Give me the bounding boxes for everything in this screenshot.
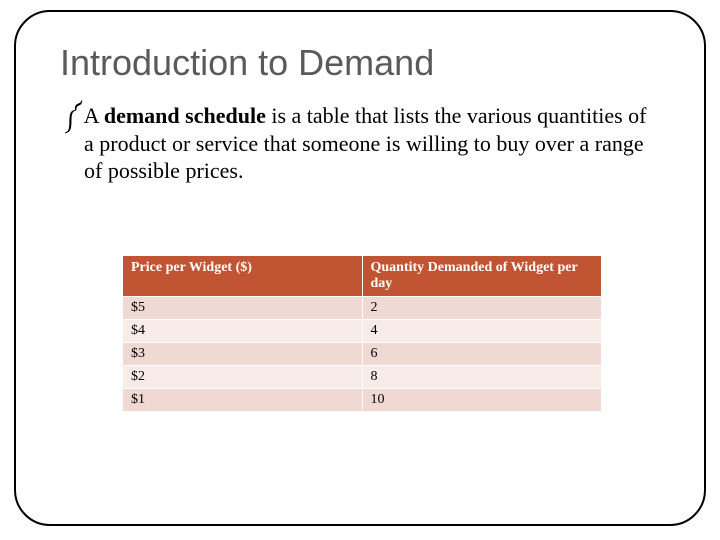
page-title: Introduction to Demand: [60, 42, 660, 84]
cell-price: $3: [123, 342, 363, 365]
demand-schedule-table-wrap: Price per Widget ($) Quantity Demanded o…: [122, 255, 602, 412]
slide-frame: Introduction to Demand ༼A demand schedul…: [14, 10, 706, 526]
demand-schedule-table: Price per Widget ($) Quantity Demanded o…: [122, 255, 602, 412]
table-header-row: Price per Widget ($) Quantity Demanded o…: [123, 255, 602, 296]
col-header-quantity: Quantity Demanded of Widget per day: [362, 255, 602, 296]
bold-term: demand schedule: [104, 103, 266, 128]
table-row: $3 6: [123, 342, 602, 365]
cell-qty: 4: [362, 319, 602, 342]
cell-price: $5: [123, 296, 363, 319]
cell-qty: 8: [362, 365, 602, 388]
table-row: $5 2: [123, 296, 602, 319]
body-paragraph: ༼A demand schedule is a table that lists…: [60, 102, 660, 185]
col-header-price: Price per Widget ($): [123, 255, 363, 296]
table-row: $1 10: [123, 388, 602, 411]
cell-qty: 2: [362, 296, 602, 319]
cell-qty: 10: [362, 388, 602, 411]
body-prefix: A: [84, 103, 104, 128]
table-row: $4 4: [123, 319, 602, 342]
cell-price: $4: [123, 319, 363, 342]
cell-price: $2: [123, 365, 363, 388]
cell-qty: 6: [362, 342, 602, 365]
bullet-glyph: ༼: [64, 103, 82, 128]
table-row: $2 8: [123, 365, 602, 388]
cell-price: $1: [123, 388, 363, 411]
